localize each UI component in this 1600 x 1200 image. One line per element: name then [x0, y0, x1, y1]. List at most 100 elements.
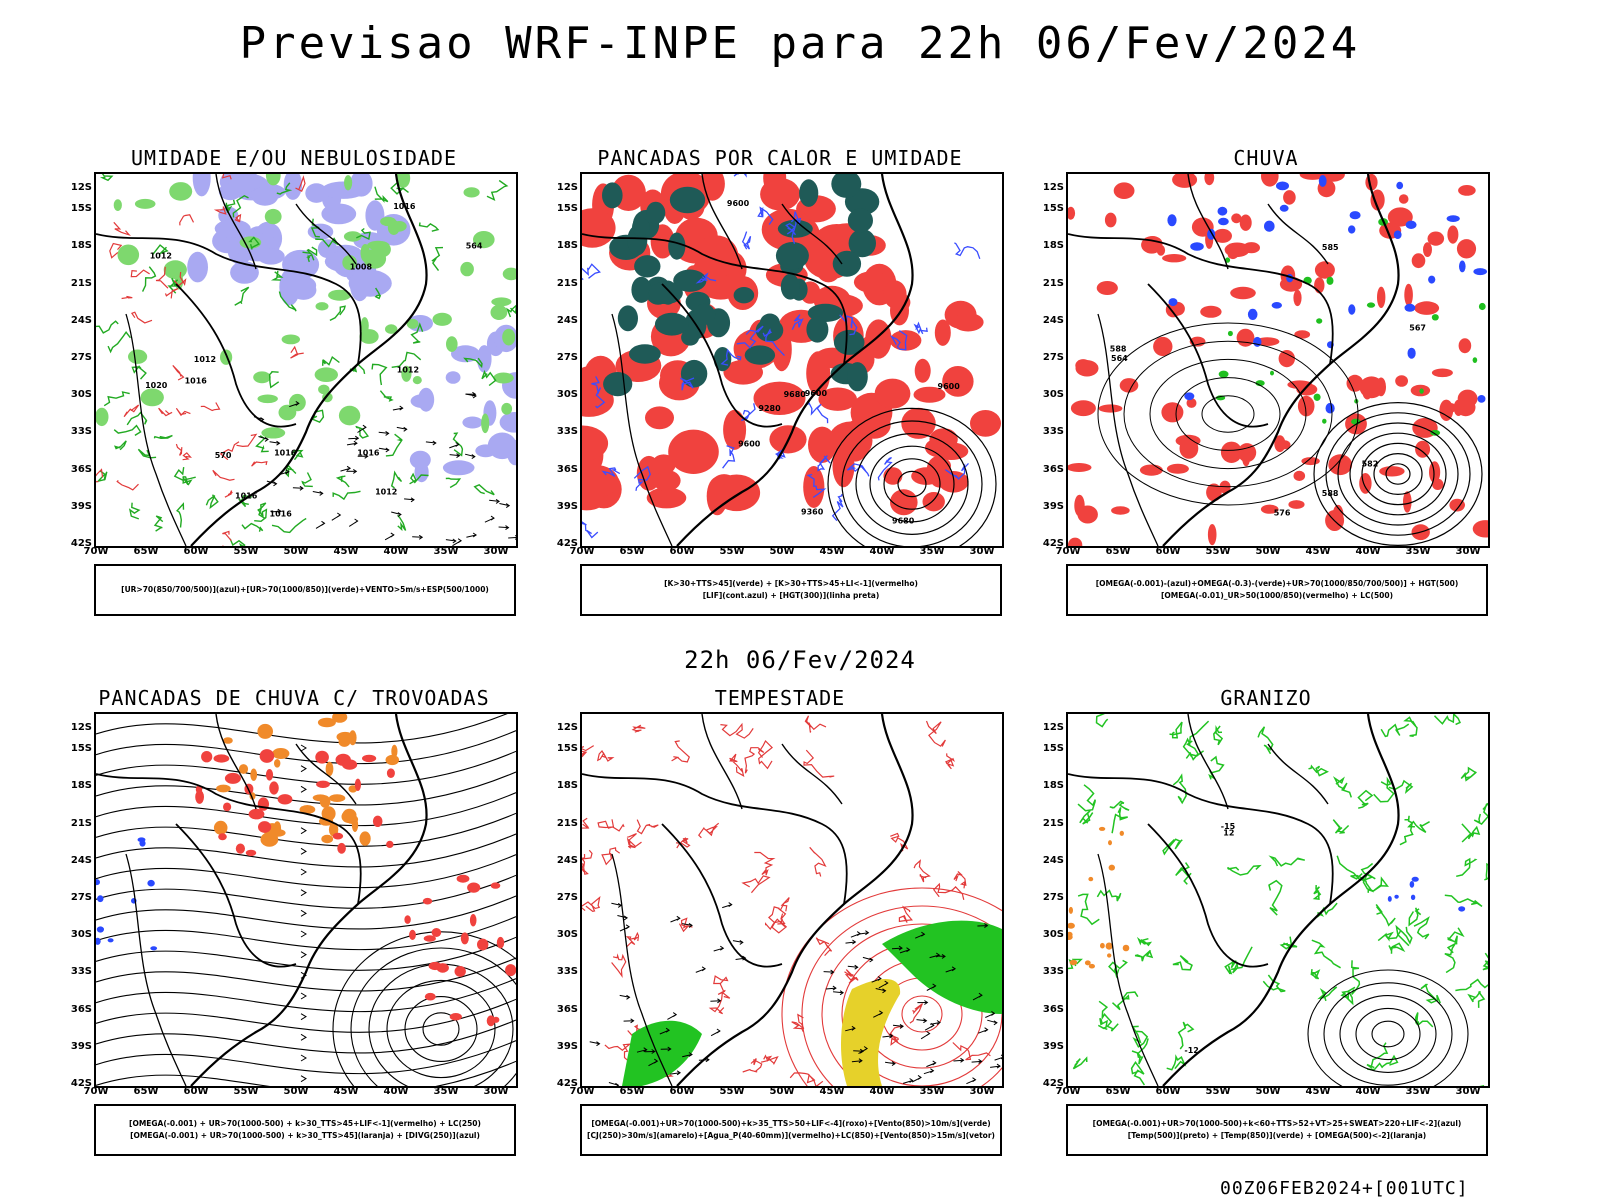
longitude-tick-label: 45W	[333, 1086, 359, 1097]
valid-time-subtitle: 22h 06/Fev/2024	[684, 646, 916, 674]
map-panel-5: TEMPESTADE 12S 15S 18S 21S 24S 27S 30S 33S 36S 39S…	[540, 686, 1020, 1156]
contour-label: -12	[1184, 1046, 1198, 1055]
contour-label: 1012	[194, 355, 216, 364]
longitude-tick-label: 50W	[1255, 546, 1281, 557]
contour-label: 1016	[185, 376, 208, 385]
legend-box: [UR>70(850/700/500)](azul)+[UR>70(1000/8…	[94, 564, 516, 616]
longitude-tick-label: 60W	[1155, 546, 1181, 557]
coastline-and-borders	[1068, 174, 1400, 546]
legend-line: [LIF](cont.azul) + [HGT(300)](linha pret…	[702, 591, 880, 600]
latitude-tick-label: 33S	[70, 966, 92, 978]
legend-line: [OMEGA(-0.001)-(azul)+OMEGA(-0.3)-(verde…	[1095, 579, 1459, 588]
legend-line: [OMEGA(-0.001) + UR>70(1000-500) + k>30_…	[130, 1131, 480, 1140]
legend-line: [OMEGA(-0.001)+UR>70(1000-500)+k<60+TTS>…	[1092, 1119, 1462, 1128]
coastline-and-borders	[96, 714, 428, 1086]
longitude-tick-label: 35W	[1405, 546, 1431, 557]
longitude-tick-label: 40W	[869, 546, 895, 557]
panel-title: UMIDADE E/OU NEBULOSIDADE	[130, 146, 458, 170]
latitude-tick-label: 39S	[70, 1040, 92, 1052]
map-frame	[94, 712, 518, 1088]
latitude-tick-label: 39S	[1042, 500, 1064, 512]
temp500-rings	[1307, 969, 1469, 1086]
latitude-tick-label: 36S	[1042, 463, 1064, 475]
wind850-green-fill	[622, 920, 1002, 1086]
map-frame: 1012 1016 1016 1016 1016 1012 1008 1012 1016 1020…	[94, 172, 518, 548]
longitude-tick-label: 70W	[569, 1086, 595, 1097]
latitude-axis: 12S 15S 18S 21S 24S 27S 30S 33S 36S 39S 42S	[540, 172, 578, 549]
latitude-tick-label: 12S	[1042, 182, 1064, 193]
longitude-tick-label: 60W	[1155, 1086, 1181, 1097]
latitude-axis: 12S 15S 18S 21S 24S 27S 30S 33S 36S 39S 42S	[1026, 172, 1064, 549]
legend-box: [OMEGA(-0.001)+UR>70(1000-500)+k<60+TTS>…	[1066, 1104, 1488, 1156]
latitude-tick-label: 27S	[556, 352, 578, 363]
contour-label: 9360	[801, 508, 824, 517]
latitude-tick-label: 39S	[556, 500, 578, 512]
latitude-tick-label: 33S	[1042, 426, 1064, 438]
latitude-tick-label: 30S	[70, 389, 92, 401]
latitude-tick-label: 27S	[70, 892, 92, 903]
longitude-tick-label: 50W	[1255, 1086, 1281, 1097]
longitude-tick-label: 40W	[383, 1086, 409, 1097]
latitude-tick-label: 18S	[1042, 780, 1064, 792]
latitude-tick-label: 33S	[556, 966, 578, 978]
longitude-tick-label: 60W	[183, 546, 209, 557]
wind850-vectors	[823, 923, 1002, 1085]
weather-map	[96, 714, 516, 1086]
latitude-tick-label: 36S	[556, 463, 578, 475]
latitude-tick-label: 15S	[1042, 203, 1064, 215]
longitude-tick-label: 50W	[769, 546, 795, 557]
contour-label: 9600	[738, 439, 761, 448]
streamlines-250hpa	[96, 714, 516, 1086]
map-frame	[580, 712, 1004, 1088]
contour-label: 1016	[235, 491, 258, 500]
latitude-axis: 12S 15S 18S 21S 24S 27S 30S 33S 36S 39S 42S	[540, 712, 578, 1089]
contour-label: 9600	[805, 389, 828, 398]
contour-label: 1020	[145, 381, 168, 390]
longitude-tick-label: 30W	[483, 1086, 509, 1097]
latitude-axis: 12S 15S 18S 21S 24S 27S 30S 33S 36S 39S 42S	[54, 712, 92, 1089]
contour-label: 582	[1362, 460, 1379, 469]
run-timestamp: 00Z06FEB2024+[001UTC]	[1220, 1178, 1469, 1199]
low-humidity-fill	[96, 174, 516, 439]
hail-blue-fill	[1387, 876, 1466, 912]
map-panel-2: PANCADAS POR CALOR E UMIDADE 9680 9680 9600…	[540, 146, 1020, 616]
panel-title: GRANIZO	[1220, 686, 1312, 710]
longitude-tick-label: 40W	[869, 1086, 895, 1097]
contour-label: 588	[1322, 489, 1339, 498]
hgt500-trough-rings	[1097, 322, 1359, 506]
longitude-tick-label: 45W	[333, 546, 359, 557]
latitude-tick-label: 39S	[556, 1040, 578, 1052]
latitude-tick-label: 12S	[556, 722, 578, 733]
map-panel-1: UMIDADE E/OU NEBULOSIDADE 1012 1016 1016 101…	[54, 146, 534, 616]
circulation-rings	[332, 931, 516, 1086]
contour-label: 564	[466, 242, 483, 251]
longitude-tick-label: 40W	[383, 546, 409, 557]
latitude-tick-label: 39S	[1042, 1040, 1064, 1052]
longitude-tick-label: 35W	[1405, 1086, 1431, 1097]
latitude-tick-label: 30S	[556, 929, 578, 941]
contour-label: 12	[1223, 829, 1234, 838]
latitude-tick-label: 21S	[1042, 817, 1064, 829]
panel-title: TEMPESTADE	[714, 686, 846, 710]
rain-red-fill	[1068, 174, 1488, 546]
latitude-tick-label: 21S	[70, 277, 92, 289]
coastline-and-borders	[582, 174, 914, 546]
longitude-axis: 70W 65W 60W 55W 50W 45W 40W 35W 30W	[570, 546, 1004, 560]
legend-line: [CJ(250)>30m/s](amarelo)+[Agua_P(40-60mm…	[587, 1131, 995, 1140]
wind850-vectors-west	[589, 902, 747, 1086]
latitude-tick-label: 30S	[1042, 389, 1064, 401]
latitude-tick-label: 42S	[556, 1078, 578, 1089]
latitude-tick-label: 24S	[70, 314, 92, 326]
longitude-axis: 70W 65W 60W 55W 50W 45W 40W 35W 30W	[1056, 546, 1490, 560]
longitude-axis: 70W 65W 60W 55W 50W 45W 40W 35W 30W	[84, 546, 518, 560]
weather-map	[582, 714, 1002, 1086]
contour-label: 1016	[270, 510, 293, 519]
longitude-tick-label: 45W	[819, 1086, 845, 1097]
latitude-tick-label: 24S	[70, 854, 92, 866]
longitude-tick-label: 65W	[1105, 1086, 1131, 1097]
latitude-tick-label: 27S	[1042, 892, 1064, 903]
longitude-tick-label: 65W	[619, 546, 645, 557]
latitude-tick-label: 27S	[1042, 352, 1064, 363]
longitude-tick-label: 60W	[669, 1086, 695, 1097]
